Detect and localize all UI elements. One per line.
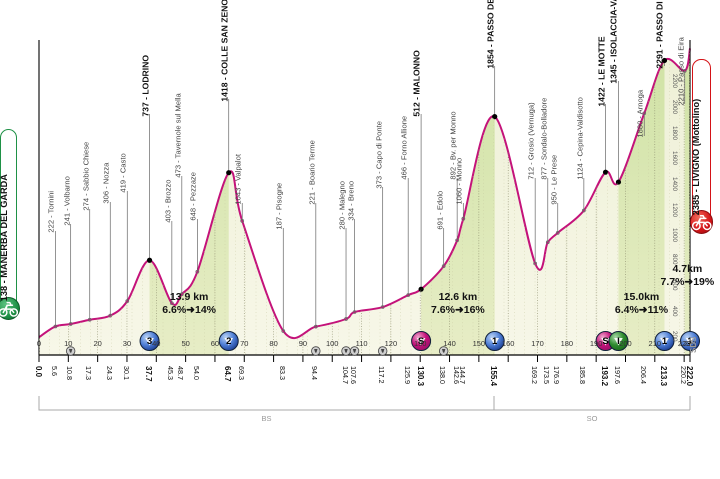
svg-text:6.6%➜14%: 6.6%➜14% <box>162 304 216 316</box>
svg-text:SO: SO <box>587 414 598 423</box>
svg-text:12.6 km: 12.6 km <box>439 291 478 303</box>
svg-text:6.4%➜11%: 6.4%➜11% <box>615 304 669 316</box>
svg-text:13.9 km: 13.9 km <box>170 291 209 303</box>
svg-text:15.0km: 15.0km <box>624 291 660 303</box>
svg-text:1: 1 <box>492 336 498 347</box>
svg-text:2: 2 <box>226 336 231 347</box>
svg-text:7.6%➜16%: 7.6%➜16% <box>431 304 485 316</box>
svg-text:BS: BS <box>261 414 271 423</box>
svg-text:7.7%➜19%: 7.7%➜19% <box>660 276 714 288</box>
